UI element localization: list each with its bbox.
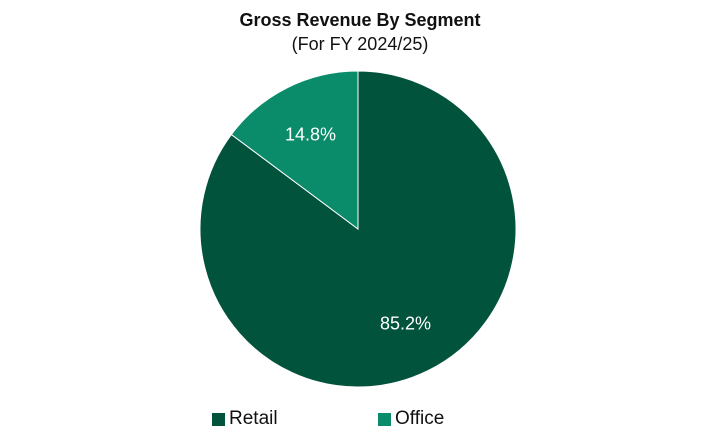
legend-swatch-office <box>378 412 391 426</box>
data-label-retail: 85.2% <box>380 314 431 334</box>
legend-item-retail: Retail <box>212 408 278 430</box>
legend-item-office: Office <box>378 408 444 430</box>
legend-swatch-retail <box>212 412 225 426</box>
pie-slice-office <box>230 70 359 230</box>
data-label-office: 14.8% <box>285 124 336 144</box>
chart-title: Gross Revenue By Segment <box>239 10 481 30</box>
legend-label-office: Office <box>395 408 445 429</box>
chart-subtitle: (For FY 2024/25) <box>291 34 429 54</box>
legend-label-retail: Retail <box>229 408 278 429</box>
